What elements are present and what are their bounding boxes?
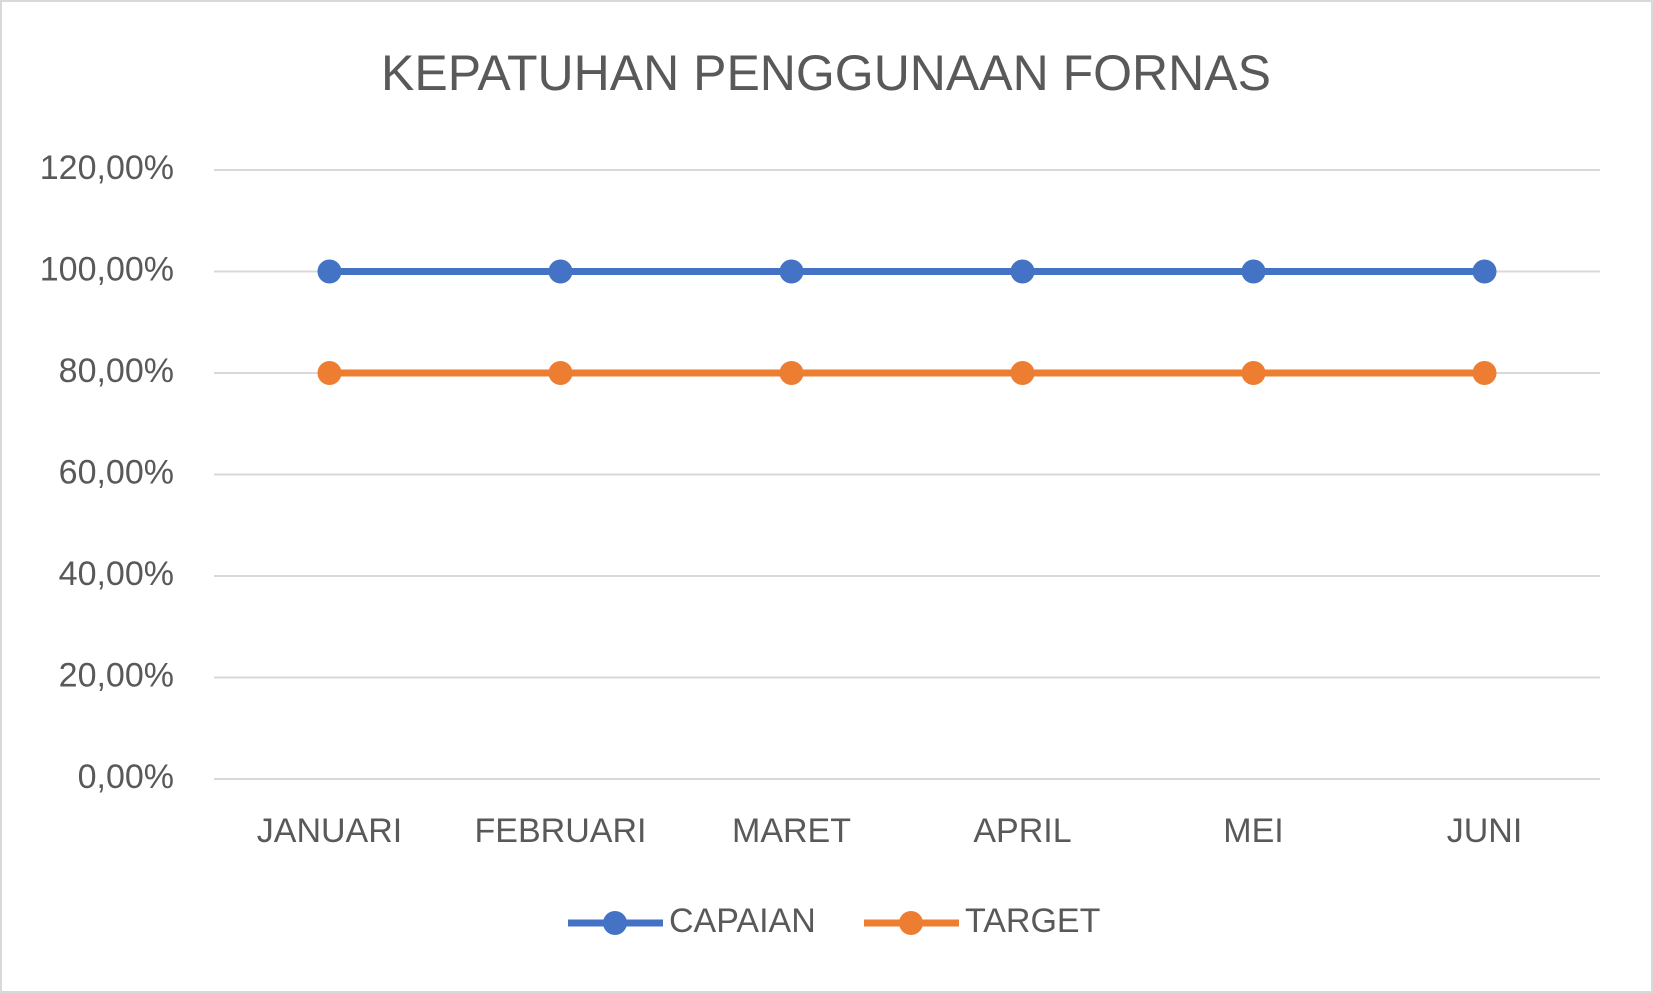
chart-title: KEPATUHAN PENGGUNAAN FORNAS (381, 45, 1271, 101)
y-tick-label: 40,00% (59, 555, 174, 593)
legend-label: CAPAIAN (669, 902, 816, 940)
y-tick-label: 60,00% (59, 453, 174, 491)
data-point (779, 259, 804, 284)
data-point (1472, 361, 1497, 385)
data-point (548, 259, 573, 284)
data-point (548, 361, 573, 385)
data-point (1010, 361, 1035, 385)
x-tick-label: FEBRUARI (475, 812, 647, 850)
data-point (1241, 361, 1266, 385)
x-tick-label: JUNI (1447, 812, 1523, 850)
legend-marker (899, 911, 923, 935)
y-tick-label: 0,00% (78, 758, 174, 796)
data-point (317, 361, 342, 385)
data-point (779, 361, 804, 385)
data-point (1241, 259, 1266, 284)
y-tick-label: 80,00% (59, 352, 174, 390)
data-point (1472, 259, 1497, 284)
legend-marker (603, 911, 627, 935)
x-tick-label: JANUARI (257, 812, 402, 850)
y-tick-label: 120,00% (40, 149, 174, 187)
legend-label: TARGET (965, 902, 1100, 940)
x-tick-label: APRIL (973, 812, 1071, 850)
y-tick-label: 100,00% (40, 250, 174, 288)
x-tick-label: MEI (1223, 812, 1283, 850)
y-tick-label: 20,00% (59, 656, 174, 694)
data-point (317, 259, 342, 284)
data-point (1010, 259, 1035, 284)
x-tick-label: MARET (732, 812, 851, 850)
